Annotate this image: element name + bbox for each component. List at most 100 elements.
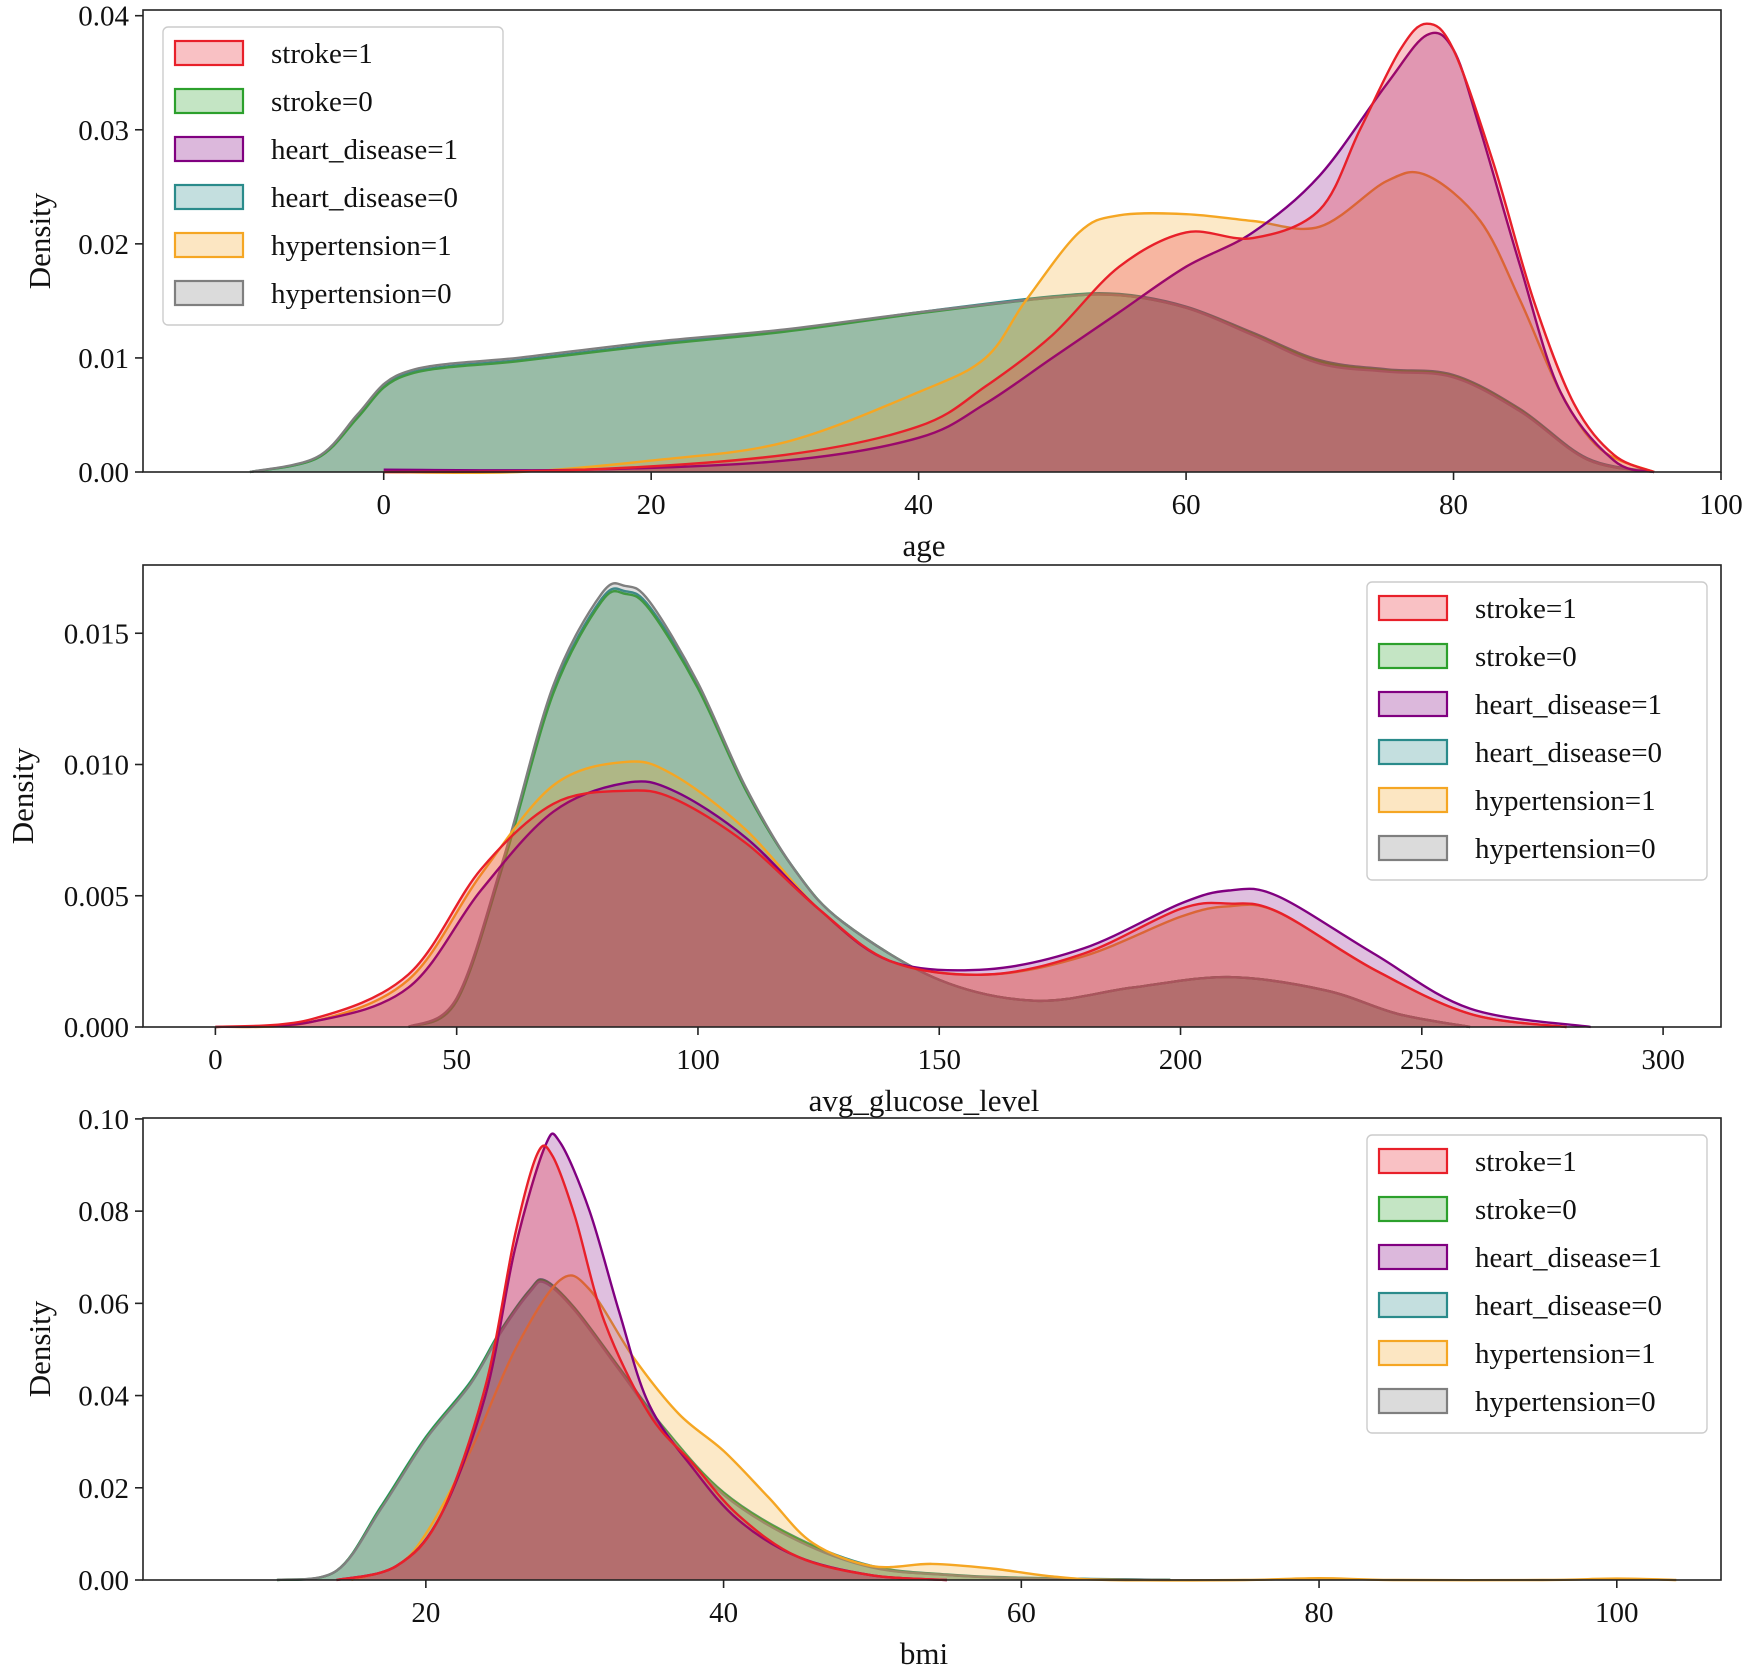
x-tick-label: 20 [637,489,666,521]
y-tick-label: 0.015 [64,618,129,650]
y-axis-label: Density [5,747,40,844]
y-axis-label: Density [22,1300,57,1397]
y-tick-label: 0.00 [78,1565,129,1597]
legend-swatch [173,87,245,115]
series-line-stroke=1 [383,22,1655,474]
series-area-hypertension=0 [250,294,1655,472]
legend-label: stroke=0 [1475,1194,1577,1226]
chart-panel-bmi: 20 40 60 80 100 bmi 0.00 0.02 0.04 0.06 0.08 0.10 De… [22,1104,1722,1666]
legend-label: stroke=1 [1475,1146,1577,1178]
series-area-hypertension=1 [215,761,1567,1028]
legend-label: stroke=1 [1475,593,1577,625]
series-line-hypertension=1 [351,1274,1677,1582]
series-line-heart_disease=1 [383,31,1655,474]
series-area-stroke=1 [215,790,1567,1027]
x-tick-label: 100 [1699,489,1743,521]
legend-label: hypertension=1 [271,230,452,262]
y-axis: 0.00 0.01 0.02 0.03 0.04 Density [22,1,143,489]
series-area-stroke=0 [250,294,1655,472]
legend-label: heart_disease=0 [1475,1290,1662,1322]
series-area-stroke=1 [336,1145,947,1580]
x-tick-label: 100 [1595,1597,1639,1629]
legend-label: heart_disease=1 [1475,1242,1662,1274]
y-tick-label: 0.03 [78,115,129,147]
legend-swatch [173,231,245,259]
x-tick-label: 250 [1400,1044,1444,1076]
chart-panel-age: 0 20 40 60 80 100 age 0.00 0.01 0.02 0.03 0.04 Densi… [22,1,1743,563]
x-tick-label: 80 [1305,1597,1334,1629]
legend-label: stroke=1 [271,38,373,70]
series-areas [276,1132,1677,1582]
series-area-heart_disease=1 [336,1133,947,1580]
x-axis: 0 20 40 60 80 100 age [376,472,1743,563]
legend-label: stroke=0 [271,86,373,118]
series-area-heart_disease=1 [215,781,1591,1027]
series-area-hypertension=0 [408,583,1471,1027]
y-tick-label: 0.04 [78,1,129,33]
plot-frame [142,564,1722,1028]
legend-swatch [173,39,245,67]
legend-swatch [1377,1339,1449,1367]
y-axis: 0.00 0.02 0.04 0.06 0.08 0.10 Density [22,1104,143,1597]
x-tick-label: 60 [1172,489,1201,521]
plot-frame [142,9,1722,473]
legend-box [1366,1134,1708,1434]
legend-swatch [1377,1291,1449,1319]
series-area-hypertension=1 [383,172,1655,473]
series-area-heart_disease=0 [408,588,1471,1027]
x-tick-label: 40 [904,489,933,521]
legend-swatch [1377,1147,1449,1175]
x-tick-label: 0 [376,489,391,521]
y-tick-label: 0.10 [78,1104,129,1136]
legend-label: hypertension=1 [1475,785,1656,817]
series-line-hypertension=0 [276,1280,1171,1582]
series-area-heart_disease=0 [250,293,1655,472]
series-area-stroke=0 [408,591,1471,1027]
series-line-hypertension=0 [249,293,1655,474]
legend-label: stroke=0 [1475,641,1577,673]
plot-frame [142,1117,1722,1581]
legend-swatch [1377,834,1449,862]
x-axis: 20 40 60 80 100 bmi [411,1580,1639,1666]
legend-swatch [173,183,245,211]
legend-swatch [1377,594,1449,622]
x-tick-label: 40 [709,1597,738,1629]
legend-label: hypertension=0 [271,278,452,310]
series-area-heart_disease=1 [383,32,1655,472]
x-axis-label: bmi [900,1636,949,1666]
legend-label: heart_disease=1 [271,134,458,166]
legend: stroke=1 stroke=0 heart_disease=1 heart_dis… [162,26,504,326]
x-tick-label: 0 [208,1044,223,1076]
legend-label: heart_disease=1 [1475,689,1662,721]
x-tick-label: 100 [676,1044,720,1076]
x-tick-label: 150 [917,1044,961,1076]
legend: stroke=1 stroke=0 heart_disease=1 heart_dis… [1366,581,1708,881]
legend-swatch [1377,786,1449,814]
legend-swatch [1377,690,1449,718]
legend-box [1366,581,1708,881]
series-line-stroke=1 [336,1144,947,1582]
x-tick-label: 80 [1439,489,1468,521]
y-tick-label: 0.005 [64,881,129,913]
x-tick-label: 200 [1159,1044,1203,1076]
series-area-stroke=1 [383,23,1655,472]
series-areas [249,22,1655,475]
y-axis-label: Density [22,192,57,289]
legend-swatch [173,135,245,163]
y-tick-label: 0.00 [78,457,129,489]
series-line-heart_disease=1 [336,1132,947,1582]
y-tick-label: 0.08 [78,1196,129,1228]
series-area-hypertension=1 [351,1275,1677,1581]
x-tick-label: 300 [1641,1044,1685,1076]
series-areas [215,582,1591,1029]
y-tick-label: 0.04 [78,1381,129,1413]
y-tick-label: 0.02 [78,229,129,261]
legend-swatch [1377,738,1449,766]
y-tick-label: 0.010 [64,750,129,782]
y-tick-label: 0.01 [78,343,129,375]
series-line-hypertension=1 [383,170,1655,475]
legend-label: hypertension=0 [1475,1386,1656,1418]
legend-label: heart_disease=0 [1475,737,1662,769]
legend-label: hypertension=1 [1475,1338,1656,1370]
series-area-heart_disease=0 [277,1279,1171,1580]
